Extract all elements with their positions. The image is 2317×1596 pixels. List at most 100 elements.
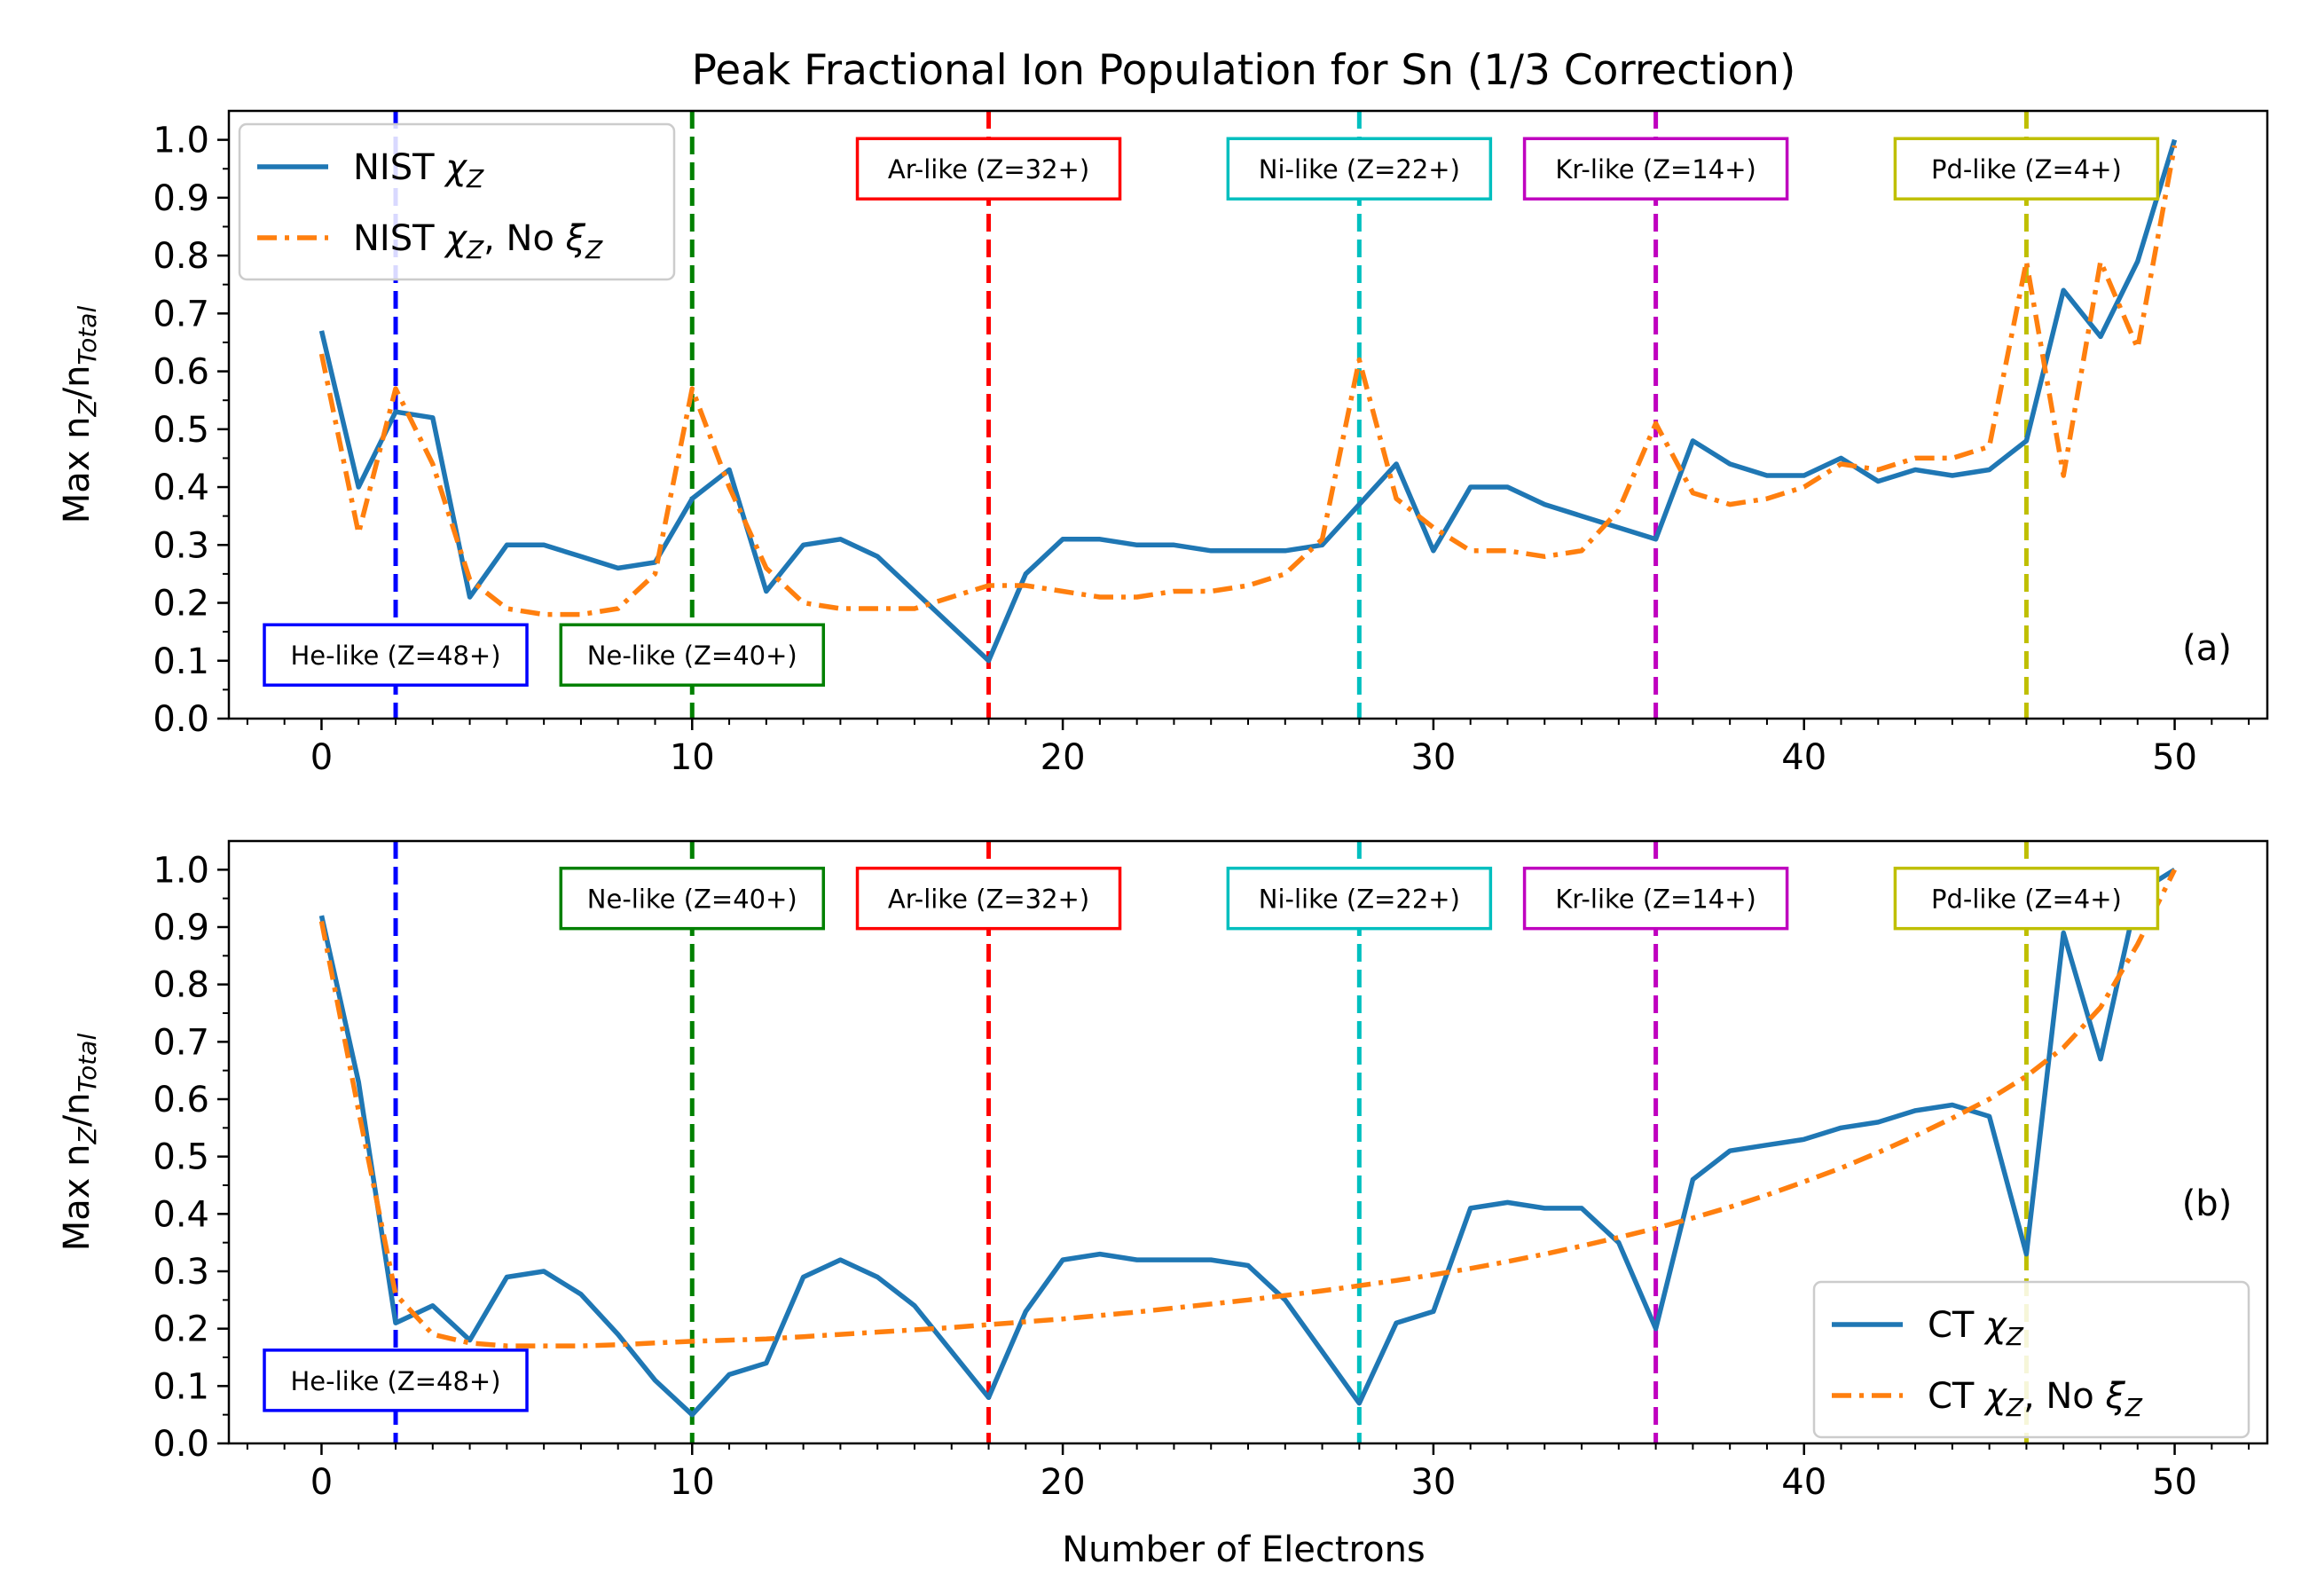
annotation-box (559, 866, 826, 931)
legend-suffix: , No (483, 218, 566, 259)
annotation-box (263, 623, 529, 687)
y-tick-label: 0.8 (153, 965, 209, 1006)
x-tick-label: 20 (1041, 737, 1086, 778)
panel-a: 0 10 20 30 40 50 0.0 0.1 0.2 0.3 0.4 0.5 0.6 0.7 0.8 0.… (57, 109, 2269, 778)
y-tick-label: 0.3 (153, 1252, 209, 1293)
legend-subscript: Z (466, 235, 484, 264)
annotation-box (855, 137, 1122, 200)
annotation-ar-like: Ar-like (Z=32+) (855, 137, 1122, 200)
annotation-box (1893, 866, 2160, 931)
legend-prefix: CT (1928, 1305, 1985, 1346)
legend-subscript: Z (2125, 1393, 2143, 1422)
legend-frame (1812, 1280, 2250, 1439)
y-tick-label: 0.0 (153, 699, 209, 740)
y-tick-label: 0.6 (153, 1080, 209, 1120)
y-tick-label: 0.5 (153, 410, 209, 451)
series-line-no-xi (318, 145, 2178, 617)
annotation-box (1522, 866, 1789, 931)
x-tick-label: 30 (1410, 1462, 1456, 1503)
y-tick-label: 0.2 (153, 584, 209, 625)
plot-area (318, 111, 2178, 719)
y-label-main: Max n (57, 1144, 98, 1251)
y-tick-label: 0.3 (153, 525, 209, 566)
annotation-box (1226, 866, 1493, 931)
annotation-label: Kr-like (Z=14+) (1555, 884, 1755, 915)
y-label-main: Max n (57, 416, 98, 523)
legend-subscript: Z (2006, 1322, 2024, 1351)
axes-frame (227, 839, 2269, 1445)
legend-subscript: Z (2006, 1393, 2024, 1422)
x-tick-label: 10 (670, 737, 715, 778)
annotation-label: Ne-like (Z=40+) (587, 641, 797, 671)
annotation-box (559, 623, 826, 687)
legend-chi: χ (444, 147, 467, 188)
x-tick-label: 30 (1410, 737, 1456, 778)
annotation-label: Pd-like (Z=4+) (1931, 154, 2122, 185)
annotation-ne-like: Ne-like (Z=40+) (559, 623, 826, 687)
y-tick-label: 0.1 (153, 1366, 209, 1407)
series-line-primary (318, 138, 2178, 664)
panel-label: (b) (2182, 1183, 2233, 1224)
annotation-label: Ar-like (Z=32+) (888, 154, 1089, 185)
y-tick-label: 0.7 (153, 1022, 209, 1063)
figure-title: Peak Fractional Ion Population for Sn (1… (692, 46, 1796, 95)
annotation-pd-like: Pd-like (Z=4+) (1893, 137, 2160, 200)
legend-xi: ξ (2104, 1376, 2125, 1417)
y-label-mid: /n (57, 1092, 98, 1127)
legend-chi: χ (1983, 1376, 2007, 1417)
legend-prefix: CT (1928, 1376, 1985, 1417)
legend-suffix: , No (2023, 1376, 2106, 1417)
annotation-box (1522, 137, 1789, 200)
annotation-label: Ni-like (Z=22+) (1259, 884, 1460, 915)
x-tick-label: 20 (1041, 1462, 1086, 1503)
x-tick-label: 50 (2152, 1462, 2197, 1503)
annotation-box (263, 1348, 529, 1412)
y-label-mid: /n (57, 365, 98, 399)
annotation-label: Ne-like (Z=40+) (587, 884, 797, 915)
panel-label: (a) (2182, 628, 2232, 669)
annotation-ni-like: Ni-like (Z=22+) (1226, 866, 1493, 931)
annotation-label: He-like (Z=48+) (290, 641, 500, 671)
y-tick-label: 1.0 (153, 121, 209, 161)
annotation-label: Ar-like (Z=32+) (888, 884, 1089, 915)
annotation-kr-like: Kr-like (Z=14+) (1522, 866, 1789, 931)
annotation-ne-like: Ne-like (Z=40+) (559, 866, 826, 931)
legend-entry: CT χZ (1928, 1305, 2024, 1351)
annotation-box (1226, 137, 1493, 200)
legend-entry: NIST χZ (353, 147, 484, 193)
y-tick-label: 0.2 (153, 1309, 209, 1350)
legend-entry: NIST χZ, No ξZ (353, 218, 603, 264)
legend-xi: ξ (565, 218, 586, 259)
annotation-box (855, 866, 1122, 931)
panel-b: 0 10 20 30 40 50 0.0 0.1 0.2 0.3 0.4 0.5 0.6 0.7 0.8 0.… (57, 839, 2269, 1503)
legend-frame (238, 122, 676, 281)
x-axis-label: Number of Electrons (1062, 1529, 1426, 1570)
y-label-subscript-total: Total (73, 1034, 102, 1093)
annotation-label: Pd-like (Z=4+) (1931, 884, 2122, 915)
annotation-label: Kr-like (Z=14+) (1555, 154, 1755, 185)
annotation-ar-like: Ar-like (Z=32+) (855, 866, 1122, 931)
y-tick-label: 0.4 (153, 1194, 209, 1235)
annotation-he-like: He-like (Z=48+) (263, 1348, 529, 1412)
legend-subscript: Z (466, 164, 484, 193)
annotation-label: Ni-like (Z=22+) (1259, 154, 1460, 185)
y-tick-label: 0.9 (153, 908, 209, 948)
x-tick-label: 40 (1781, 737, 1826, 778)
annotation-box (1893, 137, 2160, 200)
series-line-primary (318, 867, 2176, 1418)
axes-frame (227, 109, 2269, 720)
annotation-he-like: He-like (Z=48+) (263, 623, 529, 687)
y-tick-label: 0.4 (153, 468, 209, 508)
y-label-subscript-z: Z (73, 398, 102, 417)
legend-prefix: NIST (353, 218, 445, 259)
annotation-kr-like: Kr-like (Z=14+) (1522, 137, 1789, 200)
y-tick-label: 0.0 (153, 1424, 209, 1465)
y-tick-label: 0.1 (153, 641, 209, 682)
y-label-subscript-total: Total (73, 306, 102, 366)
annotation-label: He-like (Z=48+) (290, 1366, 500, 1396)
x-tick-label: 10 (670, 1462, 715, 1503)
legend-subscript: Z (585, 235, 603, 264)
